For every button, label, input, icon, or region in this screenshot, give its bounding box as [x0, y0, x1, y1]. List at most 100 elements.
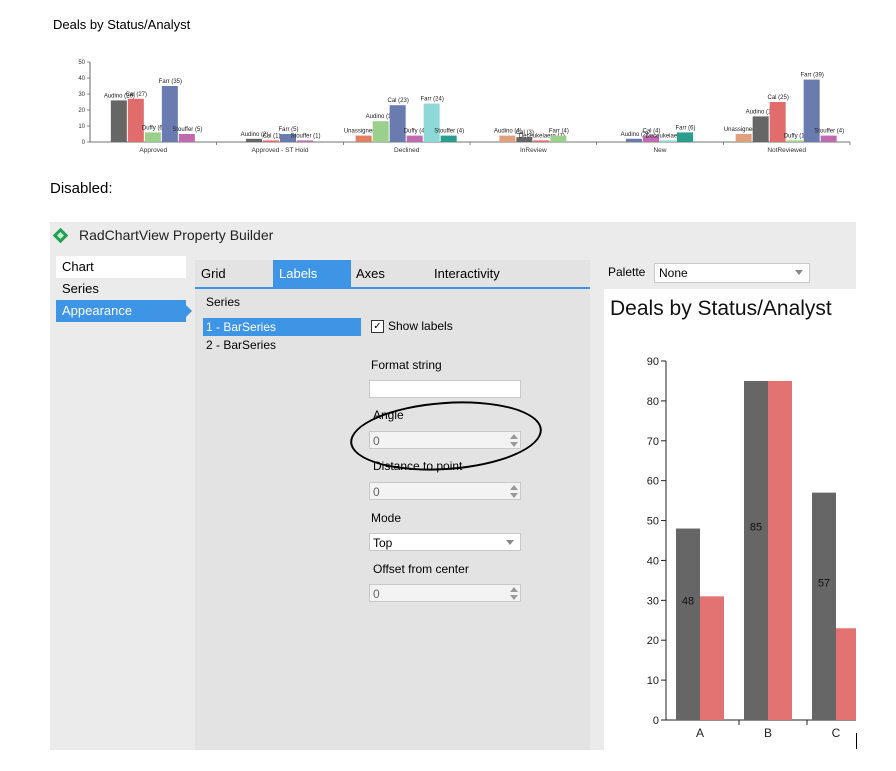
- bar-data-label: Farr (5): [279, 127, 299, 133]
- y-tick-label: 80: [647, 396, 659, 408]
- nav-item-chart[interactable]: Chart: [56, 256, 186, 278]
- y-tick-label: 40: [78, 76, 85, 82]
- category-label: A: [696, 726, 704, 740]
- format-string-label: Format string: [371, 358, 442, 372]
- series-item-1[interactable]: 1 - BarSeries: [203, 318, 361, 336]
- bar-data-label: Stouffer (5): [172, 127, 202, 133]
- palette-value: None: [659, 266, 688, 280]
- tab-interactivity[interactable]: Interactivity: [434, 266, 500, 281]
- bar: [700, 596, 724, 720]
- tab-strip: Grid Labels Axes Interactivity: [195, 260, 590, 289]
- y-tick-label: 10: [78, 124, 85, 130]
- palette-dropdown[interactable]: None: [654, 263, 810, 283]
- tab-axes[interactable]: Axes: [356, 266, 385, 281]
- distance-spinner[interactable]: 0: [369, 482, 521, 500]
- spinner-arrows-icon[interactable]: [509, 484, 518, 499]
- y-tick-label: 90: [647, 356, 659, 368]
- bar: [110, 100, 127, 142]
- bar: [161, 86, 178, 142]
- bar-data-label: 57: [818, 577, 830, 589]
- bar-data-label: Farr (39): [800, 73, 823, 79]
- window-title: RadChartView Property Builder: [79, 227, 274, 243]
- bar: [144, 132, 161, 142]
- offset-label: Offset from center: [373, 562, 469, 576]
- category-label: InReview: [520, 147, 547, 154]
- text-cursor: [856, 733, 857, 749]
- tab-labels[interactable]: Labels: [273, 260, 351, 287]
- nav-item-appearance[interactable]: Appearance: [56, 300, 192, 322]
- spinner-arrows-icon[interactable]: [509, 433, 518, 448]
- palette-bar: Palette None: [604, 256, 856, 289]
- bar: [677, 132, 693, 142]
- bar: [516, 137, 533, 142]
- bar: [735, 134, 752, 142]
- bar-data-label: Unassigned (5): [724, 127, 765, 133]
- y-tick-label: 30: [78, 92, 85, 98]
- angle-value: 0: [373, 434, 380, 448]
- disabled-caption: Disabled:: [50, 180, 113, 197]
- chart-preview: Palette None Deals by Status/Analyst 0 10…: [604, 256, 856, 750]
- title-bar: RadChartView Property Builder: [50, 222, 856, 250]
- bar: [263, 140, 279, 142]
- bar: [440, 135, 457, 142]
- category-label: Approved: [139, 147, 167, 154]
- bar: [812, 492, 836, 720]
- distance-value: 0: [373, 485, 380, 499]
- telerik-app-icon: [52, 227, 69, 244]
- bar: [820, 135, 837, 142]
- format-string-input[interactable]: [369, 380, 521, 398]
- bar: [660, 140, 676, 142]
- chevron-down-icon[interactable]: [506, 540, 514, 545]
- bar-data-label: Audino (16): [746, 109, 777, 115]
- checkbox-checked-icon[interactable]: ✓: [371, 320, 384, 334]
- bar: [744, 380, 768, 720]
- bar-data-label: Audino (2): [621, 132, 649, 138]
- bar-data-label: Cal (25): [767, 95, 788, 101]
- category-label: B: [764, 726, 772, 740]
- property-builder-window: RadChartView Property Builder Chart Seri…: [50, 222, 856, 750]
- y-tick-label: 70: [647, 436, 659, 448]
- bar: [803, 79, 820, 142]
- y-tick-label: 50: [78, 60, 85, 66]
- tab-grid[interactable]: Grid: [201, 266, 226, 281]
- bar-data-label: Farr (4): [549, 129, 569, 135]
- offset-spinner[interactable]: 0: [369, 584, 521, 602]
- series-heading: Series: [206, 295, 241, 309]
- bar-data-label: Deceukelaere (1): [645, 133, 691, 139]
- bar: [533, 140, 550, 142]
- distance-label: Distance to point: [373, 459, 463, 473]
- mode-dropdown[interactable]: Top: [369, 533, 521, 551]
- angle-spinner[interactable]: 0: [369, 431, 521, 449]
- bar-data-label: Audino (4): [494, 129, 522, 135]
- category-label: Declined: [394, 147, 420, 154]
- show-labels-checkbox-row[interactable]: ✓ Show labels: [371, 318, 453, 334]
- property-nav: Chart Series Appearance: [56, 256, 192, 322]
- bar: [246, 138, 262, 142]
- bar-data-label: Duffy (1): [784, 133, 807, 139]
- chevron-down-icon[interactable]: [795, 270, 803, 275]
- bar: [178, 134, 195, 142]
- top-bar-chart: 50 40 30 20 10 0 Approved Audino (26)Cal (27) Du…: [78, 60, 851, 154]
- y-tick-label: 30: [647, 595, 659, 607]
- bar-data-label: Stouffer (4): [814, 129, 844, 135]
- series-item-2[interactable]: 2 - BarSeries: [206, 338, 277, 352]
- nav-item-series[interactable]: Series: [62, 281, 99, 296]
- bar-data-label: Deceukelaere (1): [519, 133, 565, 139]
- bar-data-label: Cal (23): [387, 98, 408, 104]
- palette-label: Palette: [608, 265, 646, 279]
- preview-bar-chart: 0 10 20 30 40 50 60 70 80 90 A 48 B 85 C 57: [647, 356, 856, 740]
- category-label: Approved - ST Hold: [252, 147, 309, 154]
- bar: [836, 628, 856, 720]
- bar: [626, 138, 642, 142]
- bar: [768, 380, 792, 720]
- bar: [372, 121, 389, 142]
- bar-data-label: 48: [682, 595, 694, 607]
- spinner-arrows-icon[interactable]: [509, 586, 518, 601]
- bar: [769, 102, 786, 142]
- bar: [786, 140, 803, 142]
- bar-data-label: Cal (4): [642, 129, 660, 135]
- bar-data-label: Duffy (4): [404, 129, 427, 135]
- bar-data-label: Unassigned (4): [344, 129, 385, 135]
- bar: [406, 135, 423, 142]
- bar: [297, 140, 313, 142]
